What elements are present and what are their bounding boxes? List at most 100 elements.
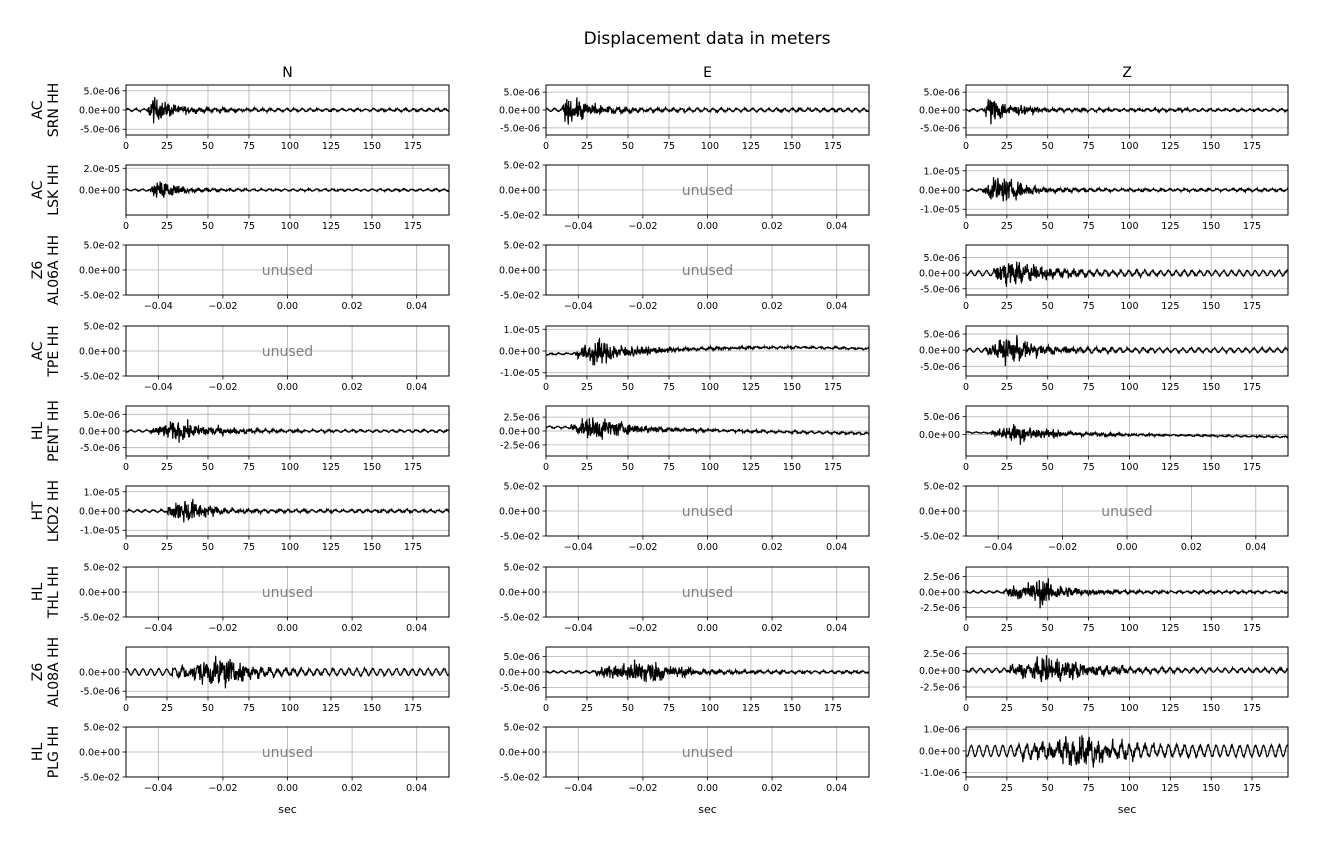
x-tick-label: 100 [281, 703, 299, 714]
x-tick-label: 100 [701, 382, 719, 393]
x-tick-label: 175 [824, 141, 842, 152]
y-tick-label: 0.0e+00 [499, 186, 540, 197]
y-tick-label: 0.0e+00 [79, 347, 120, 358]
x-tick-label: 50 [202, 462, 214, 473]
x-tick-label: 25 [1001, 703, 1013, 714]
column-title-n: N [282, 65, 292, 81]
x-tick-label: 50 [622, 462, 634, 473]
x-tick-label: −0.04 [984, 542, 1013, 553]
y-tick-label: 5.0e-06 [924, 412, 960, 423]
x-tick-label: 0 [123, 141, 129, 152]
x-tick-label: 50 [202, 703, 214, 714]
x-tick-label: 75 [1083, 703, 1095, 714]
x-tick-label: 75 [1083, 623, 1095, 634]
station-label-3: Z6 AL06A HH [30, 235, 62, 305]
x-tick-label: 0.00 [277, 382, 298, 393]
x-tick-label: 175 [1243, 221, 1261, 232]
x-tick-label: 100 [701, 462, 719, 473]
waveform-line [965, 735, 1289, 768]
x-tick-label: 0 [123, 462, 129, 473]
x-tick-label: 125 [322, 141, 340, 152]
x-tick-label: 0 [123, 703, 129, 714]
y-tick-label: 5.0e-06 [924, 88, 960, 99]
unused-label: unused [682, 504, 733, 520]
y-tick-label: 0.0e+00 [919, 430, 960, 441]
x-tick-label: 175 [824, 462, 842, 473]
waveform-line [545, 336, 870, 366]
x-tick-label: 25 [1001, 221, 1013, 232]
panel-e-9: −0.04 −0.02 0.00 0.02 0.04 5.0e-02 0.0e+00 -5.0… [499, 723, 870, 794]
x-tick-label: 150 [783, 382, 801, 393]
y-tick-label: -5.0e-02 [80, 291, 120, 302]
y-tick-label: -5.0e-02 [500, 613, 540, 624]
y-tick-label: 5.0e-02 [84, 723, 120, 734]
x-tick-label: 150 [1202, 221, 1220, 232]
y-tick-label: -2.5e-06 [920, 683, 960, 694]
x-tick-label: 175 [404, 542, 422, 553]
figure-title: Displacement data in meters [584, 29, 831, 49]
panel-n-8: 0 25 50 75 100 125 150 175 0.0e+00 -5.0e-06 [79, 646, 450, 714]
y-tick-label: -5.0e-06 [80, 125, 120, 136]
y-tick-label: 5.0e-02 [924, 482, 960, 493]
x-tick-label: 75 [1083, 221, 1095, 232]
x-tick-label: 175 [404, 462, 422, 473]
x-tick-label: 125 [1161, 301, 1179, 312]
panel-z-6: −0.04 −0.02 0.00 0.02 0.04 5.0e-02 0.0e+00 -5.0… [919, 482, 1289, 553]
station-code: AL08A HH [46, 637, 62, 707]
y-tick-label: 5.0e-02 [504, 563, 540, 574]
x-tick-label: −0.02 [628, 542, 657, 553]
x-tick-label: 25 [1001, 301, 1013, 312]
x-tick-label: 125 [1161, 703, 1179, 714]
station-code: LSK HH [46, 164, 62, 215]
y-tick-label: 5.0e-02 [84, 322, 120, 333]
x-tick-label: 175 [1243, 382, 1261, 393]
x-tick-label: 175 [404, 141, 422, 152]
xlabel-z: sec [1118, 803, 1137, 816]
x-tick-label: 0.04 [826, 623, 847, 634]
panel-frame [125, 244, 450, 296]
panel-frame [125, 646, 450, 698]
panel-n-4: −0.04 −0.02 0.00 0.02 0.04 5.0e-02 0.0e+00 -5.0… [79, 322, 450, 393]
x-tick-label: 0.02 [762, 542, 783, 553]
x-tick-label: −0.02 [628, 221, 657, 232]
x-tick-label: 75 [1083, 462, 1095, 473]
x-tick-label: 175 [1243, 623, 1261, 634]
waveform-line [965, 261, 1289, 287]
panel-n-1: 0 25 50 75 100 125 150 175 5.0e-06 0.0e+00 -5.0e-0… [79, 84, 450, 152]
x-tick-label: 50 [622, 703, 634, 714]
panel-z-5: 0 25 50 75 100 125 150 175 5.0e-06 0.0e+00 [919, 405, 1289, 473]
panel-frame [965, 325, 1289, 377]
x-tick-label: 25 [1001, 623, 1013, 634]
waveform-line [965, 655, 1289, 683]
panel-z-8: 0 25 50 75 100 125 150 175 2.5e-06 0.0e+00 -2.5e-0… [919, 646, 1289, 714]
panel-frame [545, 325, 870, 377]
waveform-line [965, 335, 1289, 367]
x-tick-label: 150 [1202, 141, 1220, 152]
y-tick-label: 5.0e-06 [924, 253, 960, 264]
x-tick-label: 75 [243, 542, 255, 553]
x-tick-label: 0 [123, 542, 129, 553]
y-tick-label: -5.0e-02 [500, 211, 540, 222]
y-tick-label: -2.5e-06 [920, 603, 960, 614]
y-tick-label: -5.0e-06 [920, 284, 960, 295]
y-tick-label: 0.0e+00 [919, 186, 960, 197]
x-tick-label: 0 [963, 623, 969, 634]
y-tick-label: -1.0e-05 [500, 368, 540, 379]
waveform-line [126, 181, 450, 198]
panel-frame [965, 485, 1289, 537]
x-tick-label: 125 [742, 462, 760, 473]
x-tick-label: 0.04 [1245, 542, 1266, 553]
panel-frame [545, 566, 870, 618]
x-tick-label: 0.04 [826, 221, 847, 232]
x-tick-label: 50 [622, 141, 634, 152]
x-tick-label: 125 [322, 221, 340, 232]
x-tick-label: 0.00 [697, 221, 718, 232]
y-tick-label: 5.0e-06 [504, 88, 540, 99]
panel-n-9: −0.04 −0.02 0.00 0.02 0.04 5.0e-02 0.0e+00 -5.0… [79, 723, 450, 794]
waveform-line [125, 97, 450, 124]
x-tick-label: 0 [963, 462, 969, 473]
x-tick-label: 0.00 [697, 301, 718, 312]
y-tick-label: -5.0e-06 [500, 123, 540, 134]
x-tick-label: −0.02 [628, 301, 657, 312]
